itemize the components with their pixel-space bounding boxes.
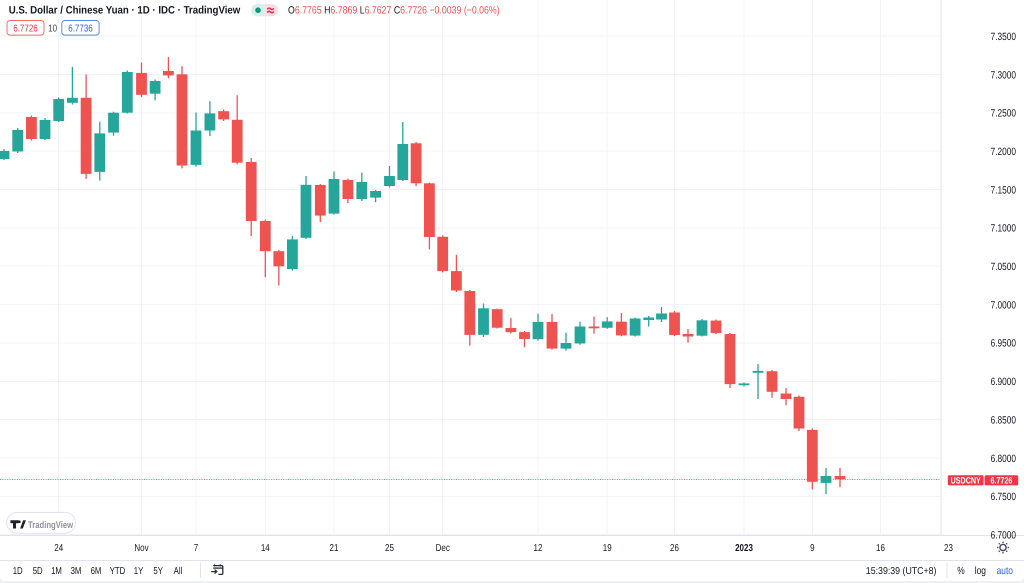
svg-text:16: 16	[876, 543, 885, 554]
svg-text:7.0500: 7.0500	[991, 261, 1016, 273]
svg-text:6.8500: 6.8500	[991, 414, 1016, 426]
svg-text:14: 14	[261, 543, 270, 554]
svg-text:6.7736: 6.7736	[68, 24, 93, 35]
svg-text:7.0000: 7.0000	[991, 299, 1016, 311]
svg-text:12: 12	[534, 543, 543, 554]
svg-text:USDCNY: USDCNY	[951, 476, 981, 486]
svg-text:6.7500: 6.7500	[991, 491, 1016, 503]
svg-text:U.S. Dollar / Chinese Yuan · 1: U.S. Dollar / Chinese Yuan · 1D · IDC · …	[9, 4, 241, 16]
svg-text:6.8000: 6.8000	[991, 453, 1016, 465]
svg-text:25: 25	[385, 543, 394, 554]
svg-text:2023: 2023	[735, 543, 753, 554]
svg-text:All: All	[174, 566, 183, 577]
svg-text:7.1000: 7.1000	[991, 223, 1016, 235]
svg-text:7: 7	[194, 543, 199, 554]
svg-text:TradingView: TradingView	[28, 520, 73, 531]
svg-text:6M: 6M	[91, 566, 102, 577]
svg-text:6.7726: 6.7726	[13, 24, 38, 35]
svg-text:1M: 1M	[51, 566, 62, 577]
svg-text:log: log	[975, 565, 986, 577]
svg-text:5D: 5D	[33, 566, 43, 577]
svg-text:6.9500: 6.9500	[991, 338, 1016, 350]
svg-text:9: 9	[810, 543, 815, 554]
svg-text:1D: 1D	[13, 566, 23, 577]
svg-text:7.3500: 7.3500	[991, 31, 1016, 43]
svg-text:7.2000: 7.2000	[991, 146, 1016, 158]
svg-text:5Y: 5Y	[153, 566, 163, 577]
svg-text:24: 24	[54, 543, 63, 554]
svg-text:15:39:39 (UTC+8): 15:39:39 (UTC+8)	[866, 566, 937, 577]
svg-text:3M: 3M	[71, 566, 82, 577]
svg-text:21: 21	[330, 543, 339, 554]
svg-text:Dec: Dec	[436, 543, 450, 554]
svg-text:YTD: YTD	[110, 566, 126, 577]
svg-text:O6.7765 H6.7869 L6.7627 C6.772: O6.7765 H6.7869 L6.7627 C6.7726 −0.0039 …	[288, 4, 500, 16]
svg-text:7.2500: 7.2500	[991, 108, 1016, 120]
svg-text:19: 19	[603, 543, 612, 554]
svg-text:1Y: 1Y	[134, 566, 144, 577]
svg-text:auto: auto	[997, 565, 1013, 577]
svg-text:%: %	[957, 565, 964, 577]
svg-text:10: 10	[48, 24, 57, 35]
svg-text:7.1500: 7.1500	[991, 184, 1016, 196]
svg-text:26: 26	[670, 543, 679, 554]
svg-text:6.9000: 6.9000	[991, 376, 1016, 388]
svg-text:23: 23	[944, 543, 953, 554]
svg-text:6.7726: 6.7726	[990, 476, 1012, 486]
svg-text:7.3000: 7.3000	[991, 69, 1016, 81]
svg-text:Nov: Nov	[134, 543, 148, 554]
svg-text:6.7000: 6.7000	[991, 530, 1016, 542]
